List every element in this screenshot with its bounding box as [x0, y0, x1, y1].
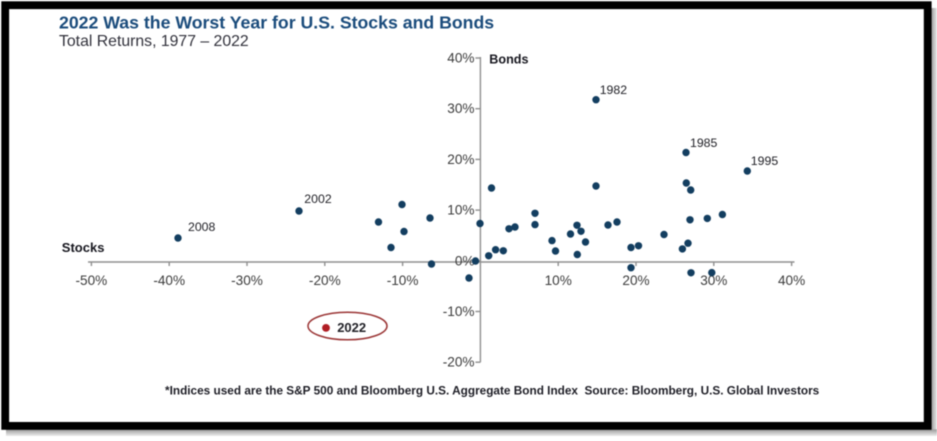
svg-text:1995: 1995 [751, 154, 779, 168]
svg-text:1985: 1985 [690, 136, 718, 150]
svg-text:20%: 20% [622, 273, 649, 288]
svg-text:1982: 1982 [600, 83, 628, 97]
svg-text:20%: 20% [447, 152, 474, 167]
svg-text:-50%: -50% [76, 273, 108, 288]
svg-text:-10%: -10% [443, 304, 475, 319]
svg-text:0%: 0% [455, 253, 475, 268]
svg-text:2008: 2008 [188, 220, 216, 234]
svg-text:Bonds: Bonds [489, 53, 528, 67]
svg-text:2002: 2002 [304, 192, 332, 206]
svg-text:-10%: -10% [387, 273, 419, 288]
svg-text:30%: 30% [700, 273, 727, 288]
svg-text:2022: 2022 [337, 320, 366, 335]
svg-text:40%: 40% [778, 273, 805, 288]
svg-text:*Indices used are the S&P 500: *Indices used are the S&P 500 and Bloomb… [165, 384, 820, 398]
svg-text:-20%: -20% [443, 355, 475, 370]
svg-text:40%: 40% [447, 51, 474, 66]
svg-text:-20%: -20% [309, 273, 341, 288]
svg-text:10%: 10% [447, 203, 474, 218]
svg-text:Stocks: Stocks [62, 240, 105, 255]
svg-text:30%: 30% [447, 101, 474, 116]
svg-text:-40%: -40% [153, 273, 185, 288]
svg-text:2022 Was the Worst Year for U.: 2022 Was the Worst Year for U.S. Stocks … [59, 13, 494, 33]
svg-text:-30%: -30% [231, 273, 263, 288]
svg-text:Total Returns, 1977 – 2022: Total Returns, 1977 – 2022 [59, 33, 249, 50]
svg-text:10%: 10% [545, 273, 572, 288]
